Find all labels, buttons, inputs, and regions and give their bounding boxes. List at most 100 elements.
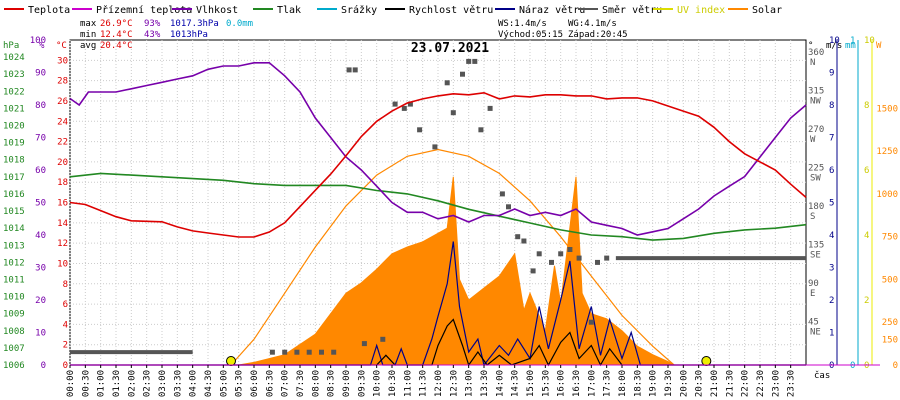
x-axis-tick-label: 15:00 — [526, 370, 536, 397]
axis-tick-dir: 90 — [808, 279, 819, 289]
axis-tick-temp: 30 — [57, 56, 68, 66]
x-axis-tick-label: 09:00 — [342, 370, 352, 397]
wind-direction-point — [472, 58, 478, 64]
solar_curve-line — [230, 148, 675, 366]
x-axis-tick-label: 17:30 — [603, 370, 613, 397]
axis-tick-w: 500 — [882, 275, 898, 285]
axis-tick-hpa: 1023 — [3, 70, 25, 80]
axis-tick-temp: 6 — [63, 300, 68, 310]
x-axis-tick-label: 00:30 — [81, 370, 91, 397]
axis-tick-temp: 4 — [63, 320, 68, 330]
wind-direction-point — [269, 349, 275, 355]
x-axis-tick-label: 19:00 — [649, 370, 659, 397]
axis-tick-hpa: 1007 — [3, 344, 25, 354]
stat-label: min — [80, 30, 96, 40]
stat-pressure: 1017.3hPa — [170, 19, 219, 29]
x-axis-tick-label: 13:30 — [480, 370, 490, 397]
stat-humidity: 43% — [144, 30, 161, 40]
stat-rain: 0.0mm — [226, 19, 253, 29]
x-axis-tick-label: 20:00 — [679, 370, 689, 397]
axis-tick-ms: 9 — [829, 69, 834, 79]
wind-direction-point — [417, 127, 423, 133]
uv-marker — [701, 356, 712, 366]
x-axis-tick-label: 03:00 — [158, 370, 168, 397]
axis-tick-temp: 22 — [57, 138, 68, 148]
wind-direction-point — [432, 144, 438, 150]
axis-tick-ms: 3 — [829, 264, 834, 274]
wind-direction-point — [460, 71, 465, 77]
x-axis-tick-label: 22:30 — [756, 370, 766, 397]
info-sunrise: Východ:05:15 — [498, 30, 563, 40]
axis-title-pct: % — [39, 41, 45, 51]
axis-tick-pct: 100 — [30, 36, 46, 46]
axis-tick-pct: 30 — [35, 264, 46, 274]
axis-tick-pct: 20 — [35, 296, 46, 306]
wind-direction-point — [604, 255, 610, 261]
hum-line — [69, 61, 807, 236]
axis-tick-uv: 8 — [864, 101, 869, 111]
x-axis-title: čas — [814, 370, 830, 381]
axis-title-dir: ° — [808, 41, 813, 51]
info-sunset: Západ:20:45 — [568, 30, 628, 40]
x-axis-tick-label: 16:30 — [572, 370, 582, 397]
axis-tick-temp: 8 — [63, 280, 68, 290]
axis-tick-uv: 6 — [864, 166, 869, 176]
wind-direction-point — [450, 110, 456, 116]
wind-direction-point — [466, 58, 472, 64]
axis-tick-temp: 18 — [57, 178, 68, 188]
x-axis-tick-label: 21:00 — [710, 370, 720, 397]
x-axis-tick-label: 08:30 — [327, 370, 337, 397]
axis-tick-w: 0 — [893, 361, 898, 371]
chart-legend: Teplota Přízemní teplota Vlhkost Tlak Srážky… — [4, 4, 782, 16]
axis-tick-dir: 315 — [808, 87, 824, 97]
wind-direction-point — [444, 80, 450, 86]
x-axis-tick-label: 16:00 — [557, 370, 567, 397]
axis-tick-hpa: 1016 — [3, 190, 25, 200]
axis-tick-pct: 40 — [35, 231, 46, 241]
axis-tick-w: 1250 — [876, 147, 898, 157]
wind-direction-point — [558, 251, 564, 257]
axis-tick-hpa: 1019 — [3, 139, 25, 149]
axis-tick-w: 250 — [882, 318, 898, 328]
axis-tick-temp: 0 — [63, 361, 68, 371]
x-axis-tick-label: 06:30 — [265, 370, 275, 397]
axis-tick-temp: 16 — [57, 199, 68, 209]
x-axis-tick-label: 14:30 — [511, 370, 521, 397]
legend-label: UV index — [677, 5, 725, 16]
x-axis-tick-label: 07:00 — [281, 370, 291, 397]
legend-label: Směr větru — [602, 4, 662, 16]
x-axis-tick-label: 23:30 — [787, 370, 797, 397]
axis-tick-pct: 80 — [35, 101, 46, 111]
gust-line — [70, 241, 806, 367]
x-axis-tick-label: 15:30 — [541, 370, 551, 397]
axis-tick-pct: 60 — [35, 166, 46, 176]
x-axis-tick-label: 22:00 — [741, 370, 751, 397]
axis-tick-ms: 7 — [829, 134, 834, 144]
wind-direction-point — [567, 247, 573, 252]
axis-title-hpa: hPa — [3, 41, 19, 51]
legend-label: Tlak — [277, 5, 301, 16]
x-axis-tick-label: 10:00 — [373, 370, 383, 397]
axis-tick-dir: 225 — [808, 164, 824, 174]
axis-tick-temp: 28 — [57, 77, 68, 87]
legend-label: Přízemní teplota — [96, 4, 192, 16]
x-axis-tick-label: 04:00 — [189, 370, 199, 397]
axis-tick-hpa: 1024 — [3, 53, 25, 63]
wind-direction-point — [595, 259, 600, 265]
axis-tick-w: 150 — [882, 335, 898, 345]
x-axis-tick-label: 07:30 — [296, 370, 306, 397]
wind-direction-point — [536, 251, 542, 257]
axis-tick-dir: 270 — [808, 125, 824, 135]
chart-title: 23.07.2021 — [411, 41, 489, 56]
stat-label: max — [80, 19, 97, 29]
legend-label: Solar — [752, 5, 782, 16]
axis-tick-temp: 14 — [57, 219, 68, 229]
x-axis-tick-label: 12:30 — [449, 370, 459, 397]
chart-axes: hPa1006100710081009101010111012101310141… — [3, 36, 898, 397]
x-axis-tick-label: 10:30 — [388, 370, 398, 397]
wind-direction-point — [392, 101, 398, 107]
axis-tick-hpa: 1015 — [3, 207, 25, 217]
axis-tick-temp: 26 — [57, 97, 68, 107]
wind-direction-point — [499, 191, 505, 197]
wind-direction-point — [282, 349, 288, 355]
